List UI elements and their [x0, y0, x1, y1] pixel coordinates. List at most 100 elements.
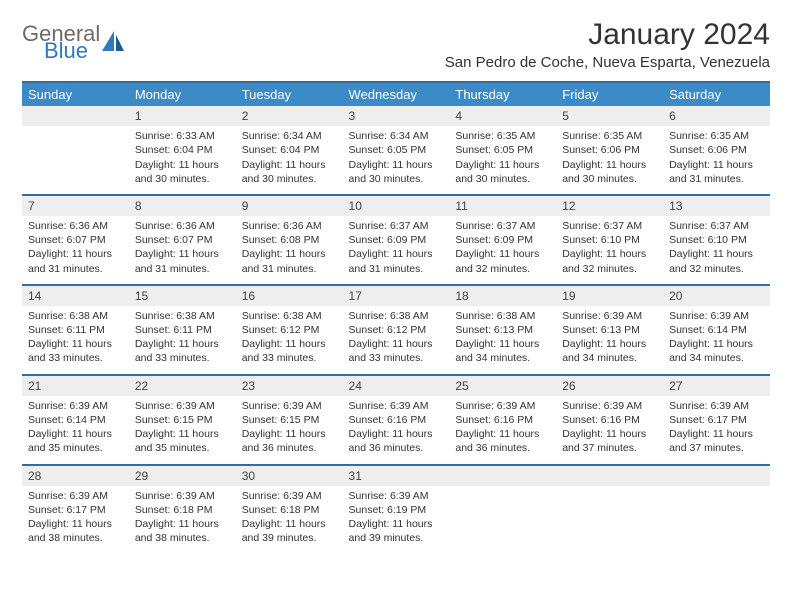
- day-cell: Sunrise: 6:37 AMSunset: 6:09 PMDaylight:…: [343, 216, 450, 285]
- day-cell-line: Sunset: 6:11 PM: [135, 323, 230, 337]
- day-number: 27: [663, 375, 770, 396]
- day-number: 10: [343, 195, 450, 216]
- day-cell-line: Sunrise: 6:35 AM: [562, 129, 657, 143]
- day-number: 24: [343, 375, 450, 396]
- day-cell: Sunrise: 6:36 AMSunset: 6:08 PMDaylight:…: [236, 216, 343, 285]
- day-number: [663, 465, 770, 486]
- day-cell-line: Daylight: 11 hours and 32 minutes.: [455, 247, 550, 275]
- day-cell-line: Sunset: 6:04 PM: [135, 143, 230, 157]
- day-cell-line: Sunset: 6:12 PM: [349, 323, 444, 337]
- day-cell-line: Sunrise: 6:38 AM: [242, 309, 337, 323]
- day-cell-line: Sunset: 6:17 PM: [28, 503, 123, 517]
- day-cell: Sunrise: 6:37 AMSunset: 6:09 PMDaylight:…: [449, 216, 556, 285]
- day-cell-line: Sunset: 6:04 PM: [242, 143, 337, 157]
- day-cell: Sunrise: 6:39 AMSunset: 6:18 PMDaylight:…: [236, 486, 343, 554]
- day-cell-line: Sunrise: 6:39 AM: [349, 399, 444, 413]
- day-cell-line: Sunrise: 6:37 AM: [455, 219, 550, 233]
- day-number: 31: [343, 465, 450, 486]
- day-number: 4: [449, 106, 556, 126]
- day-cell-line: Sunrise: 6:39 AM: [669, 309, 764, 323]
- day-cell-line: Sunrise: 6:36 AM: [242, 219, 337, 233]
- day-cell-line: Daylight: 11 hours and 38 minutes.: [28, 517, 123, 545]
- day-cell: Sunrise: 6:37 AMSunset: 6:10 PMDaylight:…: [663, 216, 770, 285]
- day-cell-line: Daylight: 11 hours and 36 minutes.: [349, 427, 444, 455]
- day-cell: Sunrise: 6:39 AMSunset: 6:19 PMDaylight:…: [343, 486, 450, 554]
- sail-icon: [100, 29, 126, 58]
- day-cell-line: Sunset: 6:08 PM: [242, 233, 337, 247]
- day-cell: Sunrise: 6:38 AMSunset: 6:12 PMDaylight:…: [236, 306, 343, 375]
- day-cell: Sunrise: 6:39 AMSunset: 6:17 PMDaylight:…: [22, 486, 129, 554]
- day-cell-line: Sunrise: 6:39 AM: [28, 489, 123, 503]
- day-cell-line: Daylight: 11 hours and 36 minutes.: [242, 427, 337, 455]
- day-cell: [556, 486, 663, 554]
- day-number: 16: [236, 285, 343, 306]
- day-number: 25: [449, 375, 556, 396]
- day-cell-line: Daylight: 11 hours and 32 minutes.: [562, 247, 657, 275]
- month-title: January 2024: [445, 18, 770, 52]
- day-cell-line: Sunset: 6:16 PM: [455, 413, 550, 427]
- content-row: Sunrise: 6:38 AM Sunset: 6:11 PM Daylight:…: [22, 306, 770, 375]
- day-cell-line: Sunset: 6:13 PM: [455, 323, 550, 337]
- content-row: Sunrise: 6:33 AMSunset: 6:04 PMDaylight:…: [22, 126, 770, 195]
- day-cell-line: Daylight: 11 hours and 38 minutes.: [135, 517, 230, 545]
- logo-text: General Blue: [22, 24, 100, 62]
- day-cell: [449, 486, 556, 554]
- day-number: 18: [449, 285, 556, 306]
- day-cell-line: Daylight: 11 hours and 35 minutes.: [135, 427, 230, 455]
- day-cell: Sunrise: 6:39 AMSunset: 6:16 PMDaylight:…: [343, 396, 450, 465]
- day-cell-line: Sunrise: 6:39 AM: [242, 399, 337, 413]
- day-cell-line: Sunset: 6:09 PM: [455, 233, 550, 247]
- day-cell-line: Sunset: 6:18 PM: [242, 503, 337, 517]
- calendar-body: 123456Sunrise: 6:33 AMSunset: 6:04 PMDay…: [22, 106, 770, 554]
- day-number: 6: [663, 106, 770, 126]
- day-cell-line: Sunrise: 6:34 AM: [349, 129, 444, 143]
- day-cell-line: Sunset: 6:10 PM: [669, 233, 764, 247]
- day-cell: Sunrise: 6:37 AMSunset: 6:10 PMDaylight:…: [556, 216, 663, 285]
- day-number: 23: [236, 375, 343, 396]
- day-cell-line: Sunrise: 6:38 AM: [28, 309, 123, 323]
- day-cell-line: Sunset: 6:09 PM: [349, 233, 444, 247]
- title-block: January 2024 San Pedro de Coche, Nueva E…: [445, 18, 770, 71]
- day-cell-line: Sunset: 6:10 PM: [562, 233, 657, 247]
- day-cell-line: Sunrise: 6:36 AM: [28, 219, 123, 233]
- day-cell-line: Sunrise: 6:39 AM: [562, 309, 657, 323]
- day-cell: [22, 126, 129, 195]
- day-number: 28: [22, 465, 129, 486]
- day-cell: Sunrise: 6:39 AMSunset: 6:16 PMDaylight:…: [556, 396, 663, 465]
- logo: General Blue: [22, 24, 126, 62]
- day-cell-line: Sunset: 6:06 PM: [562, 143, 657, 157]
- day-cell-line: Sunrise: 6:39 AM: [669, 399, 764, 413]
- daynum-row: 28293031: [22, 465, 770, 486]
- day-cell-line: Sunset: 6:14 PM: [28, 413, 123, 427]
- day-number: 9: [236, 195, 343, 216]
- day-number: [556, 465, 663, 486]
- day-cell-line: Sunrise: 6:37 AM: [669, 219, 764, 233]
- day-number: 8: [129, 195, 236, 216]
- day-cell-line: Daylight: 11 hours and 36 minutes.: [455, 427, 550, 455]
- day-cell-line: Daylight: 11 hours and 30 minutes.: [135, 158, 230, 186]
- day-cell-line: Sunrise: 6:34 AM: [242, 129, 337, 143]
- day-number: [449, 465, 556, 486]
- day-cell-line: Daylight: 11 hours and 31 minutes.: [135, 247, 230, 275]
- weekday-header-row: Sunday Monday Tuesday Wednesday Thursday…: [22, 82, 770, 106]
- day-cell-line: Sunrise: 6:37 AM: [349, 219, 444, 233]
- day-cell-line: Sunset: 6:06 PM: [669, 143, 764, 157]
- day-cell-line: Daylight: 11 hours and 39 minutes.: [242, 517, 337, 545]
- day-number: 19: [556, 285, 663, 306]
- day-cell: Sunrise: 6:38 AMSunset: 6:12 PMDaylight:…: [343, 306, 450, 375]
- day-cell: Sunrise: 6:39 AMSunset: 6:18 PMDaylight:…: [129, 486, 236, 554]
- day-cell-line: Daylight: 11 hours and 30 minutes.: [349, 158, 444, 186]
- day-cell-line: Sunset: 6:16 PM: [349, 413, 444, 427]
- day-cell-line: Daylight: 11 hours and 33 minutes.: [242, 337, 337, 365]
- weekday-header: Monday: [129, 82, 236, 106]
- day-cell: Sunrise: 6:39 AMSunset: 6:16 PMDaylight:…: [449, 396, 556, 465]
- day-cell-line: Daylight: 11 hours and 37 minutes.: [562, 427, 657, 455]
- day-cell-line: Sunrise: 6:35 AM: [455, 129, 550, 143]
- day-number: 20: [663, 285, 770, 306]
- day-cell-line: Daylight: 11 hours and 34 minutes.: [669, 337, 764, 365]
- day-cell-line: Sunrise: 6:33 AM: [135, 129, 230, 143]
- day-cell-line: Sunrise: 6:39 AM: [455, 399, 550, 413]
- day-cell-line: Sunset: 6:07 PM: [135, 233, 230, 247]
- content-row: Sunrise: 6:36 AMSunset: 6:07 PMDaylight:…: [22, 216, 770, 285]
- location-label: San Pedro de Coche, Nueva Esparta, Venez…: [445, 54, 770, 71]
